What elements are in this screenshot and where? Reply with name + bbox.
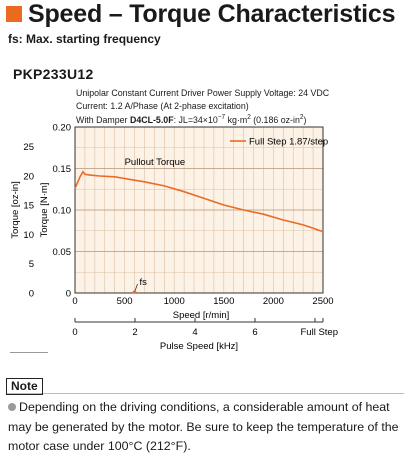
- x2-tick-label: 0: [72, 327, 77, 338]
- y-oz-tick-label: 20: [23, 171, 34, 182]
- y-tick-label: 0: [66, 289, 71, 300]
- torque-curve-full-step: [74, 170, 324, 233]
- note-text: Depending on the driving conditions, a c…: [8, 398, 400, 457]
- y-oz-tick-label: 10: [23, 230, 34, 241]
- page-subtitle: fs: Max. starting frequency: [8, 32, 161, 46]
- inertia-oz-exponent: 2: [299, 114, 304, 121]
- y-oz-tick-label: 5: [29, 259, 34, 270]
- y-tick-label: 0.10: [53, 206, 72, 217]
- page-title: Speed – Torque Characteristics: [28, 0, 396, 28]
- inertia-unit-exponent: 2: [247, 114, 251, 121]
- x2-tick-label: 4: [192, 327, 197, 338]
- note-divider: [6, 393, 404, 394]
- pullout-torque-label: Pullout Torque: [125, 157, 186, 168]
- x-tick-label: 500: [117, 296, 133, 307]
- inertia-exponent: −7: [217, 114, 226, 121]
- fs-marker: [132, 290, 137, 294]
- y-tick-label: 0.20: [53, 123, 72, 134]
- inertia-oz-value: (0.186 oz-in: [250, 115, 300, 127]
- condition-line-3: With Damper D4CL-5.0F: JL=34×10−7 kg·m2 …: [76, 114, 306, 126]
- condition-damper-prefix: With Damper: [76, 115, 130, 127]
- model-number: PKP233U12: [13, 66, 94, 82]
- x2-tick-label: 6: [252, 327, 257, 338]
- condition-line-2: Current: 1.2 A/Phase (At 2-phase excitat…: [76, 101, 249, 112]
- bullet-icon: [8, 403, 16, 411]
- inertia-close-paren: ): [303, 115, 307, 127]
- condition-line-1: Unipolar Constant Current Driver Power S…: [76, 88, 330, 99]
- y-oz-tick-label: 15: [23, 201, 34, 212]
- x-tick-label: 0: [72, 296, 77, 307]
- y-oz-tick-label: 25: [23, 142, 34, 153]
- y-axis-label-nm: Torque [N·m]: [39, 183, 50, 238]
- inertia-value: : JL=34×10: [173, 115, 218, 127]
- x-tick-label: 2000: [263, 296, 284, 307]
- y-axis-label-oz: Torque [oz-in]: [10, 181, 21, 239]
- inertia-unit: kg·m: [225, 115, 248, 127]
- x2-axis-label: Pulse Speed [kHz]: [160, 341, 238, 352]
- header-orange-square: [6, 6, 22, 22]
- x-tick-label: 1500: [213, 296, 234, 307]
- y-tick-label: 0.15: [53, 164, 72, 175]
- y-tick-label: 0.05: [53, 247, 72, 258]
- plot-frame: [74, 126, 324, 294]
- x-tick-label: 2500: [312, 296, 333, 307]
- x-tick-label: 1000: [164, 296, 185, 307]
- note-label: Note: [6, 378, 43, 395]
- legend-label: Full Step 1.87/step: [249, 137, 328, 148]
- x-axis-label: Speed [r/min]: [173, 310, 230, 321]
- y-oz-tick-label: 0: [29, 289, 34, 300]
- x2-tick-label: 2: [132, 327, 137, 338]
- x2-end-label: Full Step: [301, 327, 339, 338]
- damper-model: D4CL-5.0F: [129, 115, 174, 127]
- divider-line: [10, 352, 48, 353]
- fs-label: fs: [140, 277, 148, 288]
- note-body: Depending on the driving conditions, a c…: [8, 400, 399, 453]
